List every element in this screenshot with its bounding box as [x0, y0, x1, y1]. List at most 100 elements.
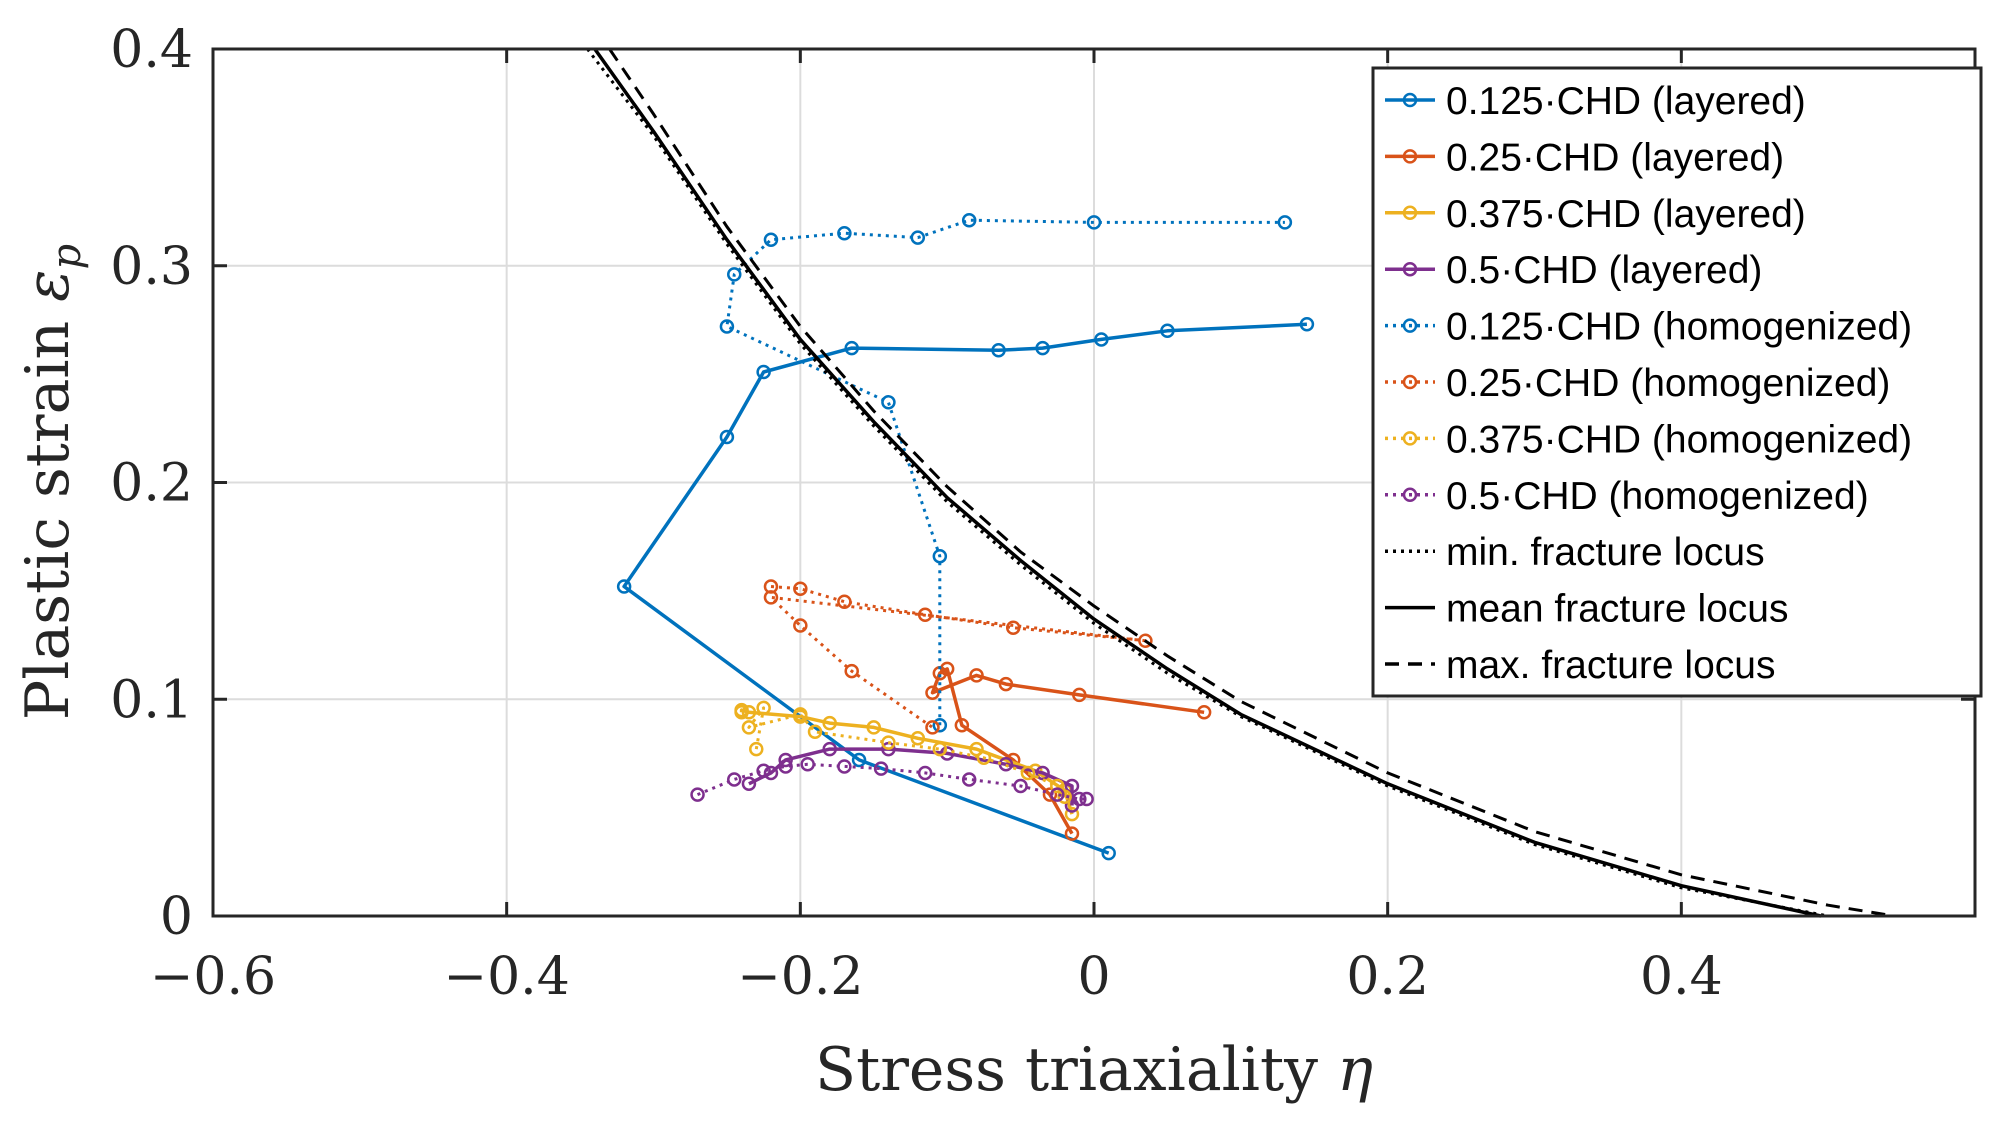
data-point	[727, 267, 742, 282]
legend-label: 0.375·CHD (layered)	[1446, 193, 1806, 236]
data-point	[998, 676, 1014, 692]
legend-marker	[1402, 205, 1418, 221]
data-point	[741, 720, 757, 735]
legend-label: 0.125·CHD (layered)	[1446, 80, 1806, 123]
series-0	[616, 317, 1315, 861]
data-point	[969, 668, 984, 683]
data-point	[844, 340, 859, 356]
series-2	[734, 702, 1080, 822]
data-point	[932, 741, 948, 757]
data-point	[749, 741, 764, 757]
data-point	[1064, 778, 1080, 794]
legend-entry: 0.25·CHD (layered)	[1385, 136, 1784, 179]
data-point	[910, 230, 926, 245]
legend-marker	[1402, 261, 1418, 277]
data-point	[741, 705, 757, 720]
data-point	[756, 763, 771, 779]
y-tick-label: 0.2	[110, 454, 193, 514]
data-point	[741, 776, 757, 792]
data-point	[881, 735, 896, 750]
series-line	[769, 585, 1147, 729]
x-tick-label: −0.6	[150, 947, 276, 1007]
series-9	[593, 47, 1822, 918]
legend-entry: max. fracture locus	[1385, 644, 1775, 687]
data-point	[1072, 791, 1087, 807]
data-point	[1196, 705, 1212, 720]
data-point	[932, 548, 948, 564]
series-line	[622, 322, 1307, 855]
data-point	[763, 765, 779, 781]
data-point	[778, 752, 793, 768]
data-point	[807, 724, 823, 740]
legend-marker	[1402, 374, 1418, 390]
series-1	[925, 661, 1212, 841]
legend-label: max. fracture locus	[1446, 644, 1775, 687]
data-point	[616, 579, 632, 594]
data-point	[873, 761, 889, 776]
y-tick-label: 0	[160, 887, 193, 947]
legend-entry: 0.5·CHD (homogenized)	[1385, 475, 1869, 518]
legend-label: 0.25·CHD (layered)	[1446, 136, 1784, 179]
x-tick-label: −0.4	[444, 947, 570, 1007]
data-point	[1086, 215, 1102, 230]
data-point	[1057, 789, 1072, 805]
legend: 0.125·CHD (layered) 0.25·CHD (layered) 0.3…	[1371, 66, 1983, 698]
data-point	[1064, 806, 1080, 822]
legend-label: 0.5·CHD (layered)	[1446, 249, 1762, 292]
legend-marker	[1402, 149, 1418, 164]
data-point	[690, 787, 705, 802]
data-point	[837, 225, 852, 241]
data-point	[939, 746, 955, 761]
legend-label: mean fracture locus	[1446, 588, 1789, 631]
data-point	[1094, 332, 1109, 347]
y-tick-label: 0.1	[110, 670, 193, 730]
legend-marker	[1402, 92, 1418, 108]
data-point	[763, 590, 779, 605]
series-7	[690, 757, 1094, 807]
y-tick-label: 0.3	[110, 237, 193, 297]
axis-ticks: −0.6 −0.4 −0.2 0 0.2 0.4 0 0.1 0.2 0.3 0.4	[110, 20, 1975, 1007]
data-point	[917, 607, 933, 622]
data-point	[1050, 778, 1065, 794]
data-point	[917, 765, 933, 781]
data-point	[822, 715, 837, 731]
legend-label: 0.25·CHD (homogenized)	[1446, 362, 1890, 405]
data-point	[1064, 826, 1080, 841]
series-line	[608, 48, 1895, 918]
data-point	[1013, 778, 1028, 794]
x-tick-label: 0.2	[1346, 947, 1429, 1007]
data-point	[925, 720, 940, 735]
data-point	[734, 705, 749, 720]
series-line	[930, 667, 1205, 835]
legend-entry: 0.375·CHD (layered)	[1385, 193, 1806, 236]
plot-area	[586, 47, 1895, 918]
data-point	[1005, 620, 1021, 635]
x-tick-label: 0.4	[1640, 947, 1723, 1007]
data-point	[881, 395, 896, 410]
data-point	[756, 364, 771, 380]
legend-entry: mean fracture locus	[1385, 588, 1789, 631]
series-6	[741, 700, 1072, 805]
y-axis-title: Plastic strain εp	[13, 244, 90, 720]
data-point	[976, 750, 992, 766]
data-point	[1035, 765, 1050, 781]
data-point	[844, 663, 859, 679]
legend-marker	[1402, 318, 1418, 333]
data-point	[1050, 787, 1065, 802]
data-point	[719, 429, 735, 445]
data-point	[961, 772, 977, 787]
data-point	[1079, 791, 1094, 807]
data-point	[1035, 340, 1050, 356]
data-point	[961, 212, 977, 228]
legend-entry: min. fracture locus	[1385, 531, 1765, 574]
data-point	[822, 741, 837, 757]
x-axis-title: Stress triaxiality η	[815, 1035, 1373, 1105]
series-5	[763, 579, 1153, 735]
legend-entry: 0.125·CHD (layered)	[1385, 80, 1806, 123]
data-point	[800, 757, 815, 772]
x-tick-label: −0.2	[737, 947, 863, 1007]
data-point	[954, 718, 970, 733]
data-point	[1277, 215, 1293, 230]
data-point	[851, 752, 867, 768]
